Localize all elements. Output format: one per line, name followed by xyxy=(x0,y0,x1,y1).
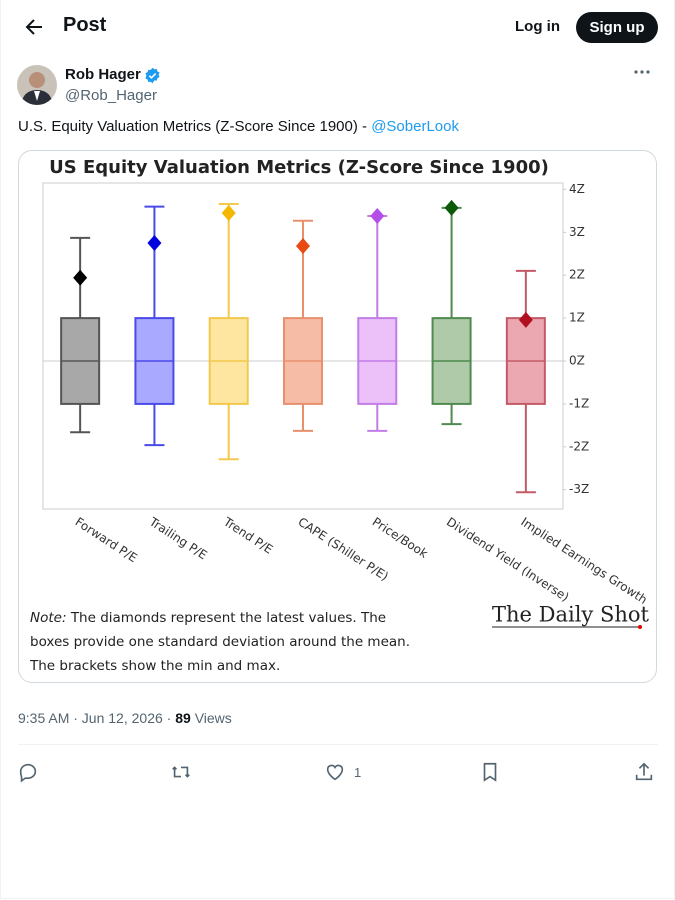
y-tick-label: 4Z xyxy=(569,182,585,196)
chart-title: US Equity Valuation Metrics (Z-Score Sin… xyxy=(49,157,549,178)
latest-marker xyxy=(444,199,459,216)
note-line: Note: The diamonds represent the latest … xyxy=(30,606,410,630)
note: Note: The diamonds represent the latest … xyxy=(30,606,410,678)
latest-marker xyxy=(73,269,88,286)
more-button[interactable] xyxy=(632,64,652,80)
x-tick-label: Trailing P/E xyxy=(146,514,210,562)
author-handle[interactable]: @Rob_Hager xyxy=(65,87,157,104)
timestamp[interactable]: 9:35 AM · Jun 12, 2026 · xyxy=(18,710,176,726)
mention-link[interactable]: @SoberLook xyxy=(371,118,459,135)
author-name[interactable]: Rob Hager xyxy=(65,66,141,83)
repost-button[interactable] xyxy=(170,761,192,783)
views-label: Views xyxy=(194,710,232,726)
avatar[interactable] xyxy=(17,65,57,105)
x-tick-label: Dividend Yield (Inverse) xyxy=(444,515,572,605)
logo-dot xyxy=(638,625,642,629)
y-tick-label: -2Z xyxy=(569,439,589,453)
share-button[interactable] xyxy=(633,761,655,783)
signup-button[interactable]: Sign up xyxy=(576,12,658,43)
latest-marker xyxy=(518,311,533,328)
like-count: 1 xyxy=(354,765,362,780)
latest-marker xyxy=(147,235,162,252)
back-button[interactable] xyxy=(22,15,46,39)
chart: US Equity Valuation Metrics (Z-Score Sin… xyxy=(42,157,650,629)
x-tick-label: Implied Earnings Growth xyxy=(518,515,649,607)
note-text: boxes provide one standard deviation aro… xyxy=(30,634,411,650)
tweet-text: U.S. Equity Valuation Metrics (Z-Score S… xyxy=(18,118,372,135)
y-tick-label: 1Z xyxy=(569,311,585,325)
y-tick-label: 3Z xyxy=(569,225,585,239)
latest-marker xyxy=(370,208,385,225)
note-line: The brackets show the min and max. xyxy=(30,654,410,678)
like-button[interactable] xyxy=(324,761,346,783)
bookmark-button[interactable] xyxy=(479,761,501,783)
x-tick-label: Forward P/E xyxy=(73,515,140,565)
note-line: boxes provide one standard deviation aro… xyxy=(30,630,410,654)
y-tick-label: -1Z xyxy=(569,396,589,410)
latest-marker xyxy=(221,205,236,222)
timestamp-line: 9:35 AM · Jun 12, 2026 · 89 Views xyxy=(18,710,232,726)
media-card[interactable]: US Equity Valuation Metrics (Z-Score Sin… xyxy=(18,150,657,683)
x-tick-label: Trend P/E xyxy=(220,514,275,557)
verified-badge xyxy=(145,67,160,84)
latest-marker xyxy=(296,238,310,255)
login-button[interactable]: Log in xyxy=(515,18,560,35)
view-count: 89 xyxy=(175,710,191,726)
x-tick-label: Price/Book xyxy=(370,515,431,561)
tweet-text-line: U.S. Equity Valuation Metrics (Z-Score S… xyxy=(18,118,459,135)
divider xyxy=(18,744,658,745)
note-text: The diamonds represent the latest values… xyxy=(70,610,387,626)
source-logo: The Daily Shot xyxy=(492,603,650,627)
y-tick-label: -3Z xyxy=(569,482,589,496)
note-text: The brackets show the min and max. xyxy=(30,658,281,674)
y-tick-label: 0Z xyxy=(569,354,585,368)
header-title: Post xyxy=(63,14,107,36)
note-label: Note: xyxy=(30,610,67,626)
reply-button[interactable] xyxy=(17,761,39,783)
y-tick-label: 2Z xyxy=(569,268,585,282)
